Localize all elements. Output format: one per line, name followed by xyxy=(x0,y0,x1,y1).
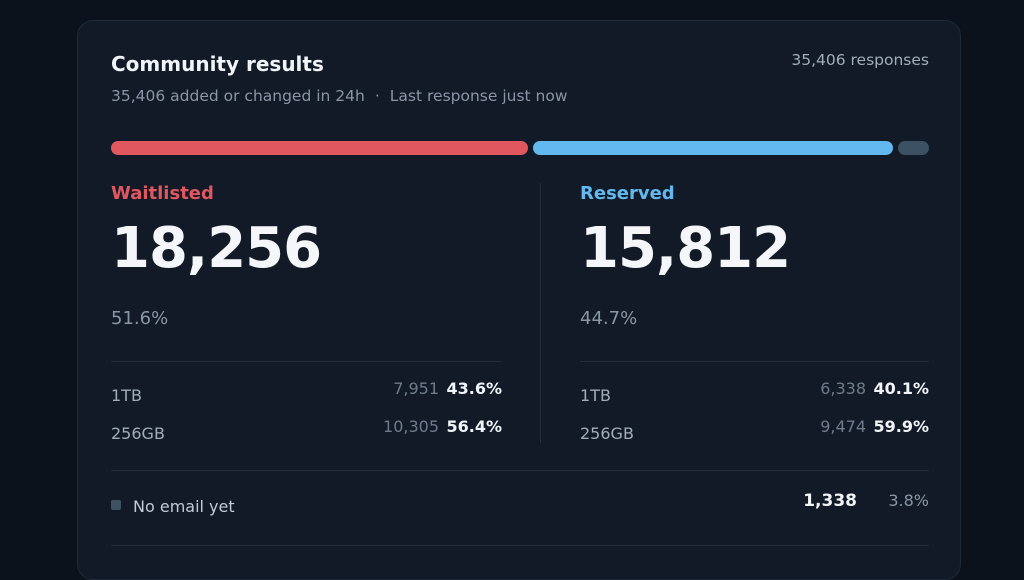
row-share: 59.9% xyxy=(873,417,929,436)
row-share: 40.1% xyxy=(873,379,929,398)
bar-segment xyxy=(532,141,894,155)
legend-swatch xyxy=(111,500,121,510)
row-count: 9,474 xyxy=(820,417,866,436)
group-share: 44.7% xyxy=(580,308,638,329)
bar-segment xyxy=(898,141,929,155)
rule xyxy=(111,361,502,362)
page: {"header": {"title": "Community results"… xyxy=(77,20,961,580)
share-bar xyxy=(111,141,929,155)
rule xyxy=(580,361,929,362)
subtitle-text: Last response just now xyxy=(389,87,568,105)
rule xyxy=(111,545,929,546)
row-share: 56.4% xyxy=(446,417,502,436)
group-label: Waitlisted xyxy=(111,183,214,204)
other-count: 1,338 xyxy=(803,491,857,511)
subtitle-text: 35,406 added or changed in 24h xyxy=(111,87,365,105)
results-card xyxy=(77,20,961,580)
group-count: 18,256 xyxy=(111,216,322,281)
other-share: 3.8% xyxy=(888,491,929,510)
subtitle: 35,406 added or changed in 24h · Last resp… xyxy=(111,87,568,105)
row-count: 10,305 xyxy=(383,417,439,436)
total-responses: 35,406 responses xyxy=(791,51,929,69)
row-count: 6,338 xyxy=(820,379,866,398)
card-title: Community results xyxy=(111,52,324,76)
row-name: 1TB xyxy=(580,386,611,405)
group-label: Reserved xyxy=(580,183,675,204)
row-name: 256GB xyxy=(111,424,165,443)
rule xyxy=(111,470,929,471)
group-count: 15,812 xyxy=(580,216,791,281)
group-share: 51.6% xyxy=(111,308,169,329)
other-label: No email yet xyxy=(133,497,235,516)
body: Community results 35,406 added or change… xyxy=(77,20,961,580)
row-name: 256GB xyxy=(580,424,634,443)
separator: · xyxy=(374,87,380,105)
bar-segment xyxy=(111,141,528,155)
divider xyxy=(540,183,541,443)
row-share: 43.6% xyxy=(446,379,502,398)
row-name: 1TB xyxy=(111,386,142,405)
row-count: 7,951 xyxy=(393,379,439,398)
